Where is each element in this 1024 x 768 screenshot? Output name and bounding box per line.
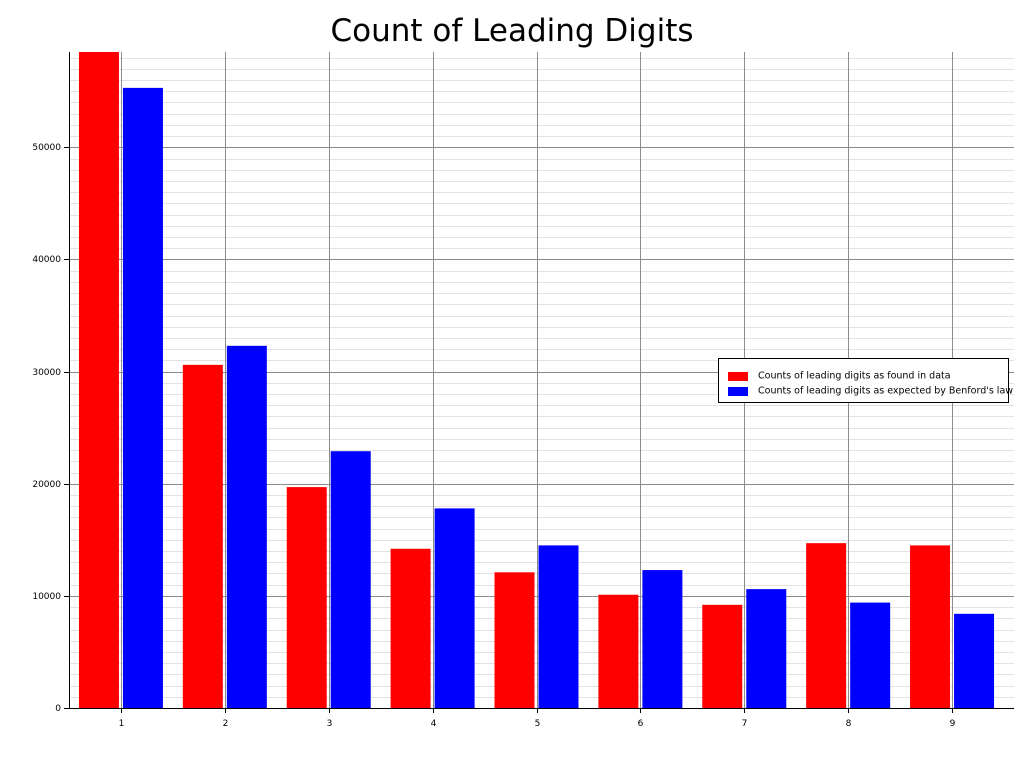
x-tick-label: 7 — [742, 719, 748, 729]
bar-found-1 — [78, 52, 119, 708]
bar-found-2 — [182, 364, 223, 708]
bar-benford-7 — [746, 589, 787, 708]
legend-label-benford: Counts of leading digits as expected by … — [758, 386, 1013, 397]
legend-label-found: Counts of leading digits as found in dat… — [758, 371, 951, 382]
bar-found-5 — [494, 572, 535, 708]
legend-swatch-found — [728, 372, 748, 381]
legend-swatch-benford — [728, 387, 748, 396]
bar-benford-8 — [850, 602, 891, 708]
bar-benford-5 — [538, 545, 579, 708]
x-tick-label: 1 — [119, 719, 125, 729]
bar-benford-2 — [226, 345, 267, 708]
bar-found-8 — [806, 543, 847, 708]
x-tick-label: 6 — [638, 719, 644, 729]
axes — [69, 52, 1014, 709]
bar-found-6 — [598, 594, 639, 708]
legend: Counts of leading digits as found in dat… — [718, 358, 1013, 403]
x-tick-label: 8 — [846, 719, 852, 729]
x-tick-label: 2 — [223, 719, 229, 729]
y-tick-label: 50000 — [32, 143, 61, 153]
bar-benford-9 — [954, 613, 995, 708]
y-tick-label: 10000 — [32, 592, 61, 602]
x-tick-label: 5 — [535, 719, 541, 729]
legend-box — [718, 358, 1009, 403]
bar-found-9 — [910, 545, 951, 708]
bar-found-3 — [286, 487, 327, 708]
y-tick-label: 0 — [55, 704, 61, 714]
bar-benford-1 — [122, 87, 163, 708]
y-tick-label: 20000 — [32, 480, 61, 490]
bar-benford-3 — [330, 451, 371, 708]
bar-found-7 — [702, 604, 743, 708]
bar-found-4 — [390, 548, 431, 708]
x-tick-label: 4 — [431, 719, 437, 729]
x-tick-label: 9 — [950, 719, 956, 729]
bars — [78, 52, 995, 708]
y-tick-label: 30000 — [32, 368, 61, 378]
tick-labels: 0 10000 20000 30000 40000 50000 1 2 3 4 5 6 7 8 9 — [32, 143, 955, 729]
x-tick-label: 3 — [327, 719, 333, 729]
bar-benford-4 — [434, 508, 475, 708]
bar-benford-6 — [642, 570, 683, 708]
y-tick-label: 40000 — [32, 255, 61, 265]
chart-title: Count of Leading Digits — [331, 13, 694, 49]
